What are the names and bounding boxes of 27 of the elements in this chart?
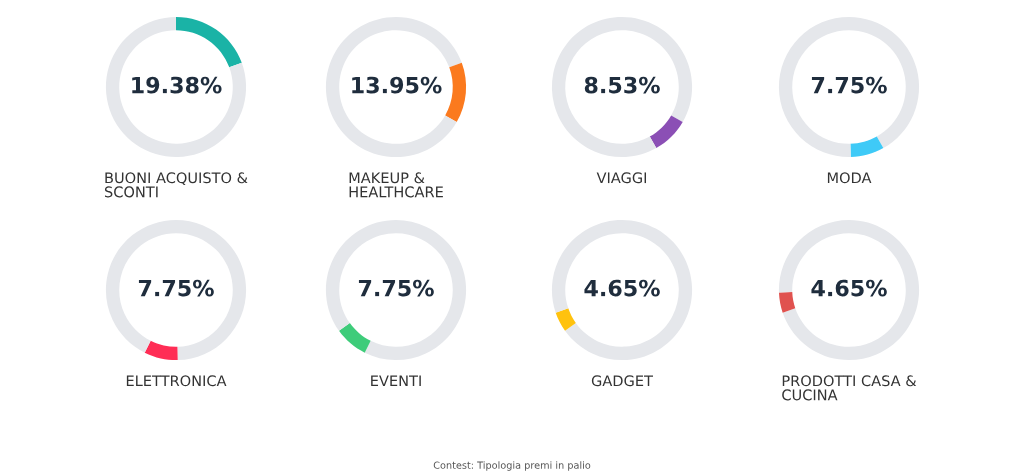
text: GADGET xyxy=(591,375,654,387)
text: 13.95% xyxy=(352,76,442,94)
text: PRODOTTI CASA & CUCINA xyxy=(782,375,917,401)
text: MODA xyxy=(827,172,872,184)
donut-slice xyxy=(555,308,576,331)
donut-slice xyxy=(445,62,467,123)
donut-slice xyxy=(105,16,247,158)
text: 7.75% xyxy=(138,279,214,297)
text: 7.75% xyxy=(358,279,434,297)
donut-slice xyxy=(649,115,683,149)
text: 7.75% xyxy=(811,76,887,94)
text: MAKEUP & HEALTHCARE xyxy=(349,172,443,198)
text: 8.53% xyxy=(584,76,660,94)
text: 4.65% xyxy=(584,279,660,297)
text: ELETTRONICA xyxy=(126,375,227,387)
text: EVENTI xyxy=(371,375,421,387)
text: BUONI ACQUISTO & SCONTI xyxy=(104,172,248,198)
text: VIAGGI xyxy=(596,172,647,184)
donut-slice xyxy=(850,136,884,158)
donut-slice xyxy=(339,323,371,353)
donut-slice xyxy=(144,340,178,361)
text: Contest: Tipologia premi in palio xyxy=(433,461,591,471)
donut-slice xyxy=(782,219,920,361)
text: 4.65% xyxy=(811,279,887,297)
text: 19.38% xyxy=(132,76,222,94)
donut-slice xyxy=(778,292,796,313)
donut-slice xyxy=(176,16,242,68)
